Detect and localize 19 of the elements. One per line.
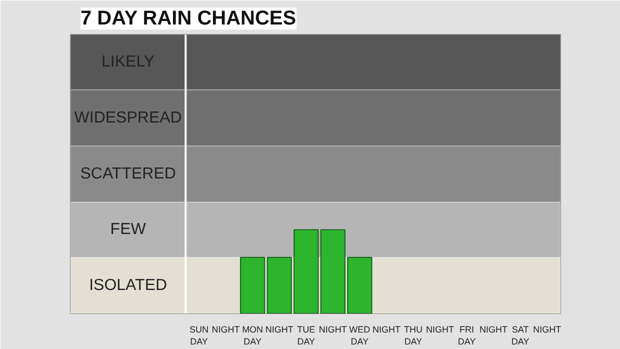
band-label: SCATTERED [80,166,176,182]
x-tick-label: SAT DAY [511,324,530,346]
x-tick-label: NIGHT [318,324,348,334]
x-tick-label: NIGHT [212,324,240,334]
x-tick-label: NIGHT [372,324,401,334]
band-label: FEW [110,221,147,238]
x-tick-label: WED DAY [349,324,371,346]
x-tick-label: TUE DAY [297,324,316,346]
x-tick-label: NIGHT [265,324,294,334]
x-tick-label: SUN DAY [190,324,209,346]
x-tick-label: MON DAY [242,324,264,346]
band-label: ISOLATED [89,276,168,294]
x-tick-label: THU DAY [404,324,422,346]
x-tick-label: NIGHT [480,324,508,334]
x-tick-label: NIGHT [426,324,455,334]
x-tick-label: NIGHT [533,324,562,334]
chart-title: 7 DAY RAIN CHANCES [80,8,296,30]
x-tick-label: FRI DAY [458,324,476,346]
band-label: WIDESPREAD [74,109,182,126]
